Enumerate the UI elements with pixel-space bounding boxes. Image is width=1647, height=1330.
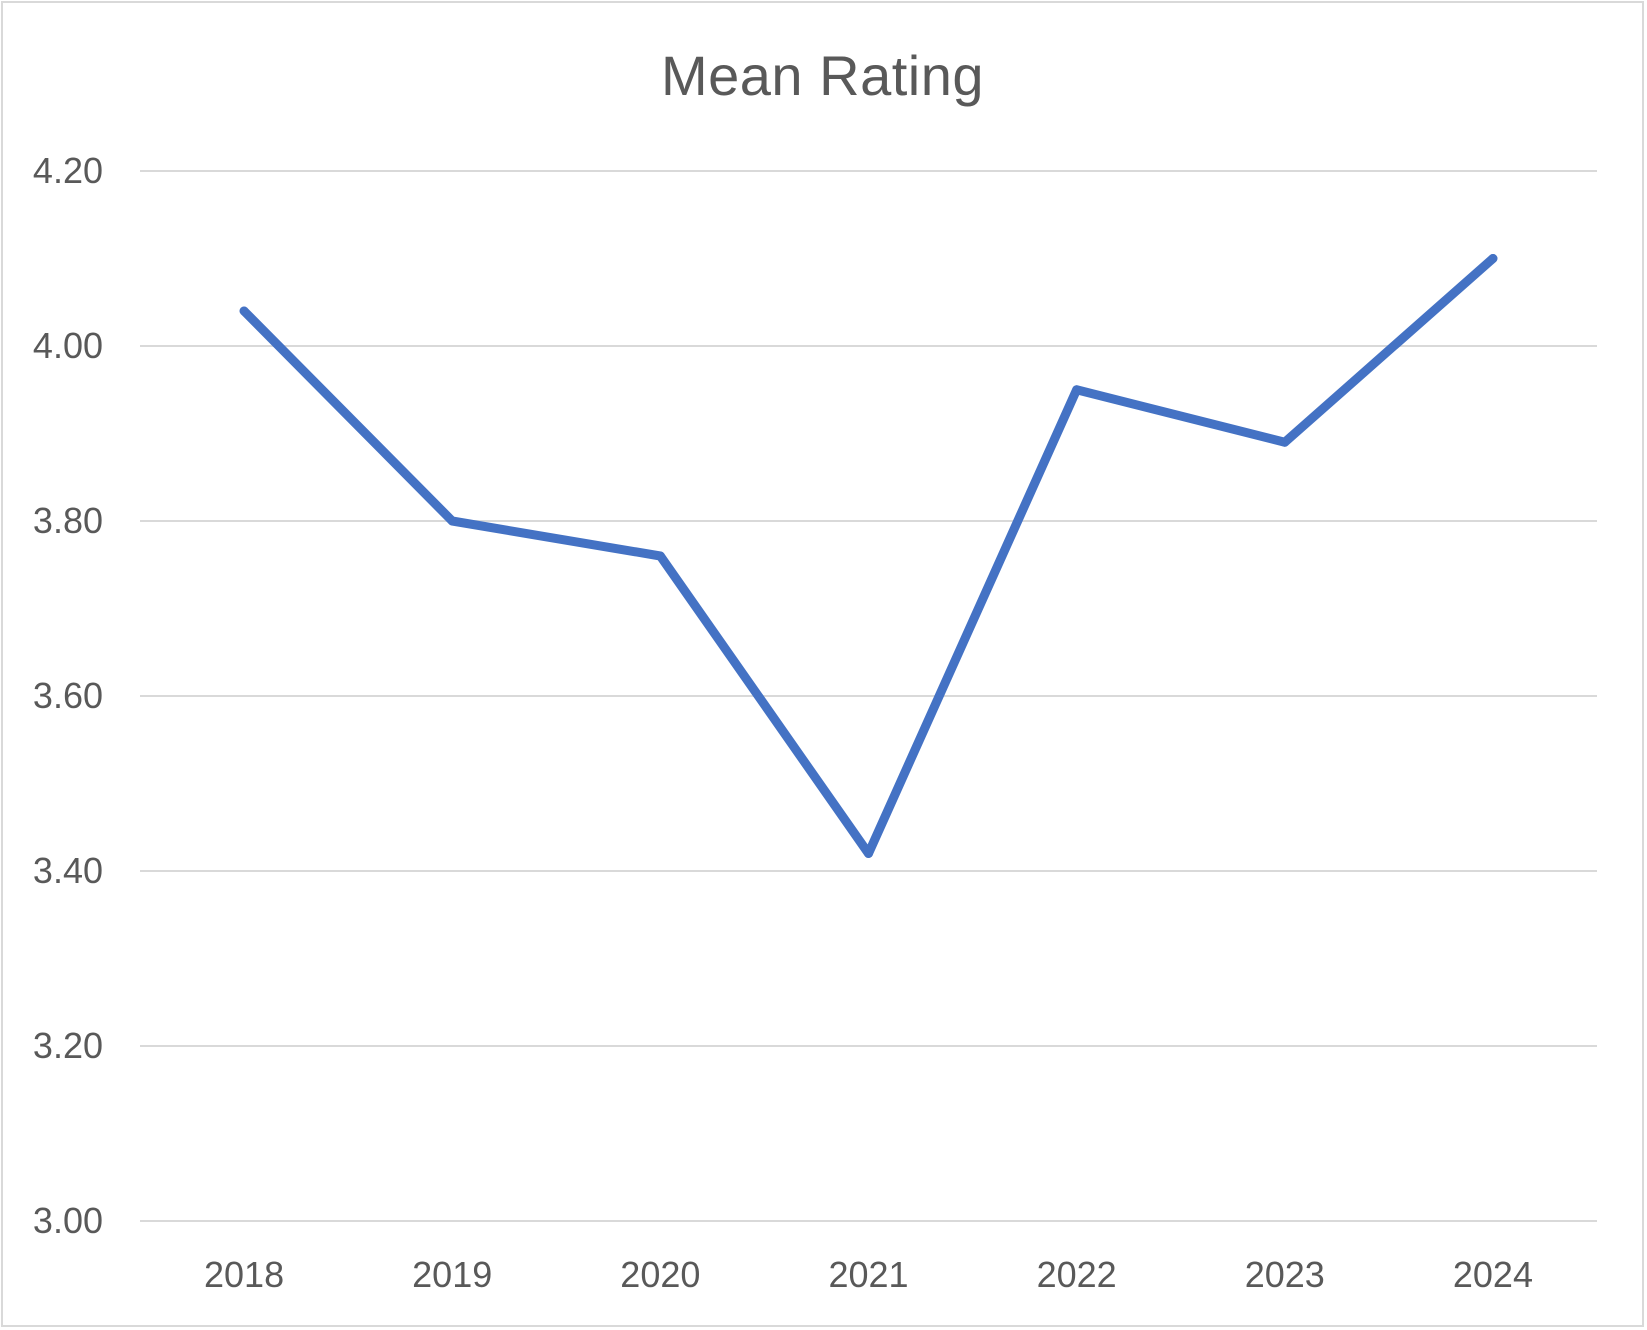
x-tick-label: 2023 [1245,1254,1325,1295]
data-point [655,551,665,561]
chart-title: Mean Rating [660,44,984,107]
y-tick-label: 3.80 [33,500,103,541]
data-point [1488,254,1498,263]
x-tick-label: 2018 [204,1254,284,1295]
x-tick-label: 2021 [828,1254,908,1295]
y-tick-label: 4.20 [33,150,103,191]
y-tick-label: 3.60 [33,675,103,716]
x-tick-label: 2019 [412,1254,492,1295]
data-point [1280,437,1290,447]
y-tick-label: 3.20 [33,1025,103,1066]
y-tick-label: 3.40 [33,850,103,891]
data-point [1072,385,1082,395]
data-point [447,516,457,526]
data-point [864,849,873,858]
x-tick-label: 2022 [1037,1254,1117,1295]
x-tick-label: 2020 [620,1254,700,1295]
x-tick-label: 2024 [1453,1254,1533,1295]
series-line [239,254,1498,858]
data-point [239,306,249,316]
y-tick-label: 3.00 [33,1200,103,1241]
y-tick-label: 4.00 [33,325,103,366]
